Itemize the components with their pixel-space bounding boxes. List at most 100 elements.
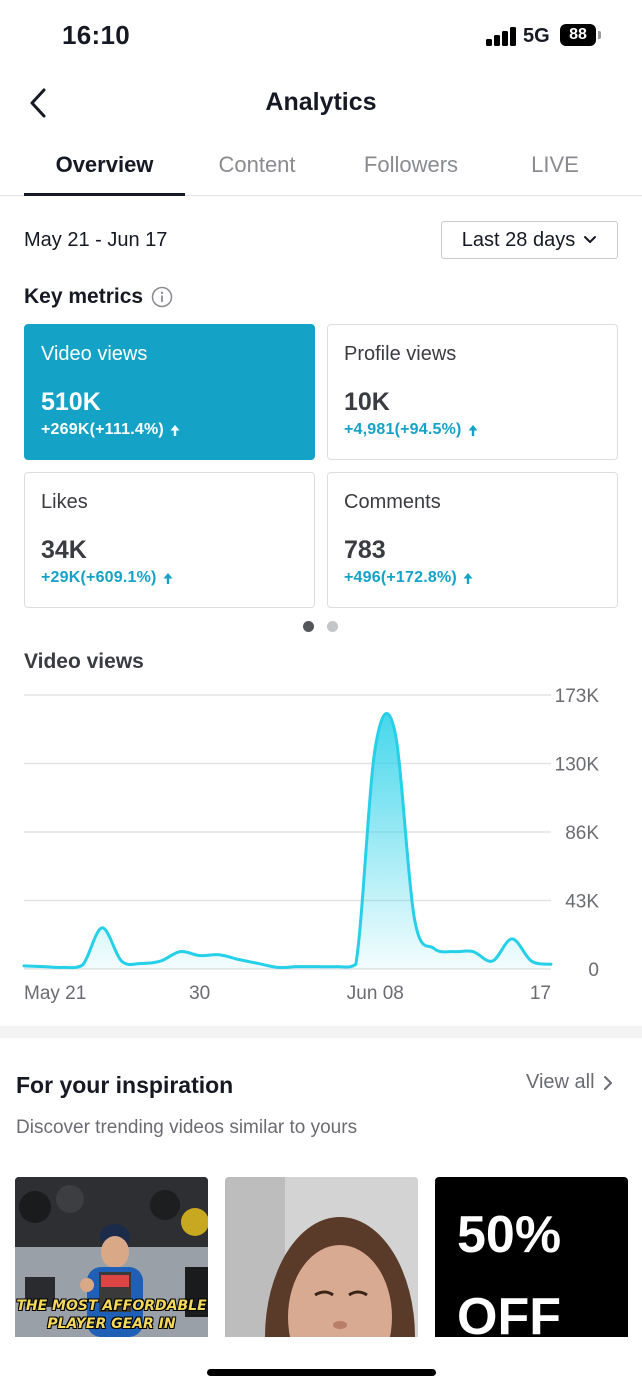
arrow-up-icon: [170, 424, 180, 436]
view-all-link[interactable]: View all: [526, 1071, 613, 1094]
video-views-chart: 173K 130K 86K 43K 0 May 21 30 Jun 08 17: [22, 686, 600, 1004]
key-metrics-title: Key metrics: [24, 285, 144, 308]
chart-point: [334, 965, 338, 969]
status-bar: 16:10 5G 88: [0, 0, 642, 72]
chart-title: Video views: [24, 650, 144, 673]
chart-point: [549, 962, 553, 966]
chart-point: [198, 954, 202, 958]
chevron-left-icon: [30, 88, 46, 118]
chart-line: [22, 712, 553, 970]
chart-point: [412, 916, 416, 920]
active-tab-indicator: [24, 193, 185, 196]
chart-point: [490, 959, 494, 963]
date-range: May 21 - Jun 17: [24, 229, 168, 251]
chart-point: [295, 965, 299, 969]
chart-point: [120, 959, 124, 963]
thumbnail-caption-line2: PLAYER GEAR IN: [47, 1316, 176, 1332]
video-thumbnail[interactable]: THE MOST AFFORDABLE PLAYER GEAR IN: [15, 1177, 208, 1337]
metric-value: 34K: [41, 536, 87, 564]
metric-change-text: +4,981(+94.5%): [344, 421, 462, 438]
metric-label: Likes: [41, 491, 88, 513]
thumbnail-headline-line2: OFF: [457, 1288, 561, 1337]
thumbnail-headline-line1: 50%: [457, 1206, 562, 1264]
metric-change: +4,981(+94.5%): [344, 421, 478, 439]
video-thumbnail[interactable]: [225, 1177, 418, 1337]
metric-change-text: +29K(+609.1%): [41, 569, 157, 586]
x-tick-label: 30: [189, 983, 210, 1004]
x-tick-label: Jun 08: [347, 983, 404, 1004]
metric-value: 10K: [344, 388, 390, 416]
chart-point: [451, 950, 455, 954]
chart-point: [432, 946, 436, 950]
chart-point: [100, 926, 104, 930]
battery-tip: [598, 31, 601, 39]
x-tick-label: May 21: [24, 983, 86, 1004]
chart-point: [276, 965, 280, 969]
key-metrics-heading: Key metrics: [24, 285, 173, 309]
metric-card-video-views[interactable]: Video views 510K +269K(+111.4%): [24, 324, 315, 460]
period-dropdown[interactable]: Last 28 days: [441, 221, 618, 259]
metric-label: Comments: [344, 491, 441, 513]
metric-card-profile-views[interactable]: Profile views 10K +4,981(+94.5%): [327, 324, 618, 460]
info-icon[interactable]: [151, 286, 173, 308]
tab-content[interactable]: Content: [218, 152, 296, 177]
chart-point: [178, 950, 182, 954]
battery-icon: 88: [560, 24, 596, 46]
view-all-label: View all: [526, 1071, 595, 1093]
chart-point: [373, 745, 377, 749]
thumbnail-image: [225, 1177, 418, 1337]
battery-level: 88: [569, 26, 587, 43]
metric-label: Profile views: [344, 343, 457, 365]
chart-point: [256, 961, 260, 965]
arrow-up-icon: [468, 424, 478, 436]
metric-change: +29K(+609.1%): [41, 569, 173, 587]
y-tick-label: 0: [588, 960, 599, 981]
video-thumbnail[interactable]: 50% OFF: [435, 1177, 628, 1337]
y-tick-label: 43K: [565, 892, 599, 913]
y-tick-label: 173K: [555, 686, 600, 707]
chevron-down-icon: [584, 236, 597, 243]
metric-card-comments[interactable]: Comments 783 +496(+172.8%): [327, 472, 618, 608]
thumbnail-caption-line1: THE MOST AFFORDABLE: [16, 1298, 207, 1314]
metric-value: 510K: [41, 388, 101, 416]
metric-change-text: +496(+172.8%): [344, 569, 457, 586]
chart-point: [22, 964, 26, 968]
page-dot-active[interactable]: [303, 621, 314, 632]
chart-point: [529, 959, 533, 963]
inspiration-subtitle: Discover trending videos similar to your…: [16, 1117, 358, 1138]
chart-point: [217, 953, 221, 957]
page-indicator: [303, 621, 338, 632]
chart-point: [510, 937, 514, 941]
y-tick-label: 86K: [565, 823, 599, 844]
tab-live[interactable]: LIVE: [531, 152, 579, 177]
chart-point: [81, 963, 85, 967]
arrow-up-icon: [163, 572, 173, 584]
metric-value: 783: [344, 536, 386, 564]
tab-bar: Overview Content Followers LIVE: [0, 140, 642, 196]
tab-followers[interactable]: Followers: [363, 152, 459, 177]
thumbnail-image: [15, 1177, 208, 1337]
inspiration-title: For your inspiration: [16, 1072, 234, 1098]
network-label: 5G: [523, 25, 550, 47]
page-dot[interactable]: [327, 621, 338, 632]
chart-point: [315, 965, 319, 969]
tab-overview[interactable]: Overview: [55, 152, 154, 177]
y-tick-label: 130K: [555, 755, 600, 776]
chevron-right-icon: [603, 1075, 612, 1090]
arrow-up-icon: [463, 572, 473, 584]
chart-area: [24, 713, 551, 969]
chart-point: [42, 965, 46, 969]
section-divider: [0, 1026, 642, 1038]
chart-point: [471, 950, 475, 954]
back-button[interactable]: [20, 85, 56, 121]
chart-point: [61, 965, 65, 969]
home-indicator: [207, 1369, 436, 1376]
metric-label: Video views: [41, 343, 148, 365]
metric-change-text: +269K(+111.4%): [41, 421, 164, 438]
signal-icon: [486, 27, 518, 46]
metric-card-likes[interactable]: Likes 34K +29K(+609.1%): [24, 472, 315, 608]
chart-point: [354, 962, 358, 966]
metric-change: +269K(+111.4%): [41, 421, 180, 439]
chart-point: [159, 959, 163, 963]
metric-change: +496(+172.8%): [344, 569, 473, 587]
